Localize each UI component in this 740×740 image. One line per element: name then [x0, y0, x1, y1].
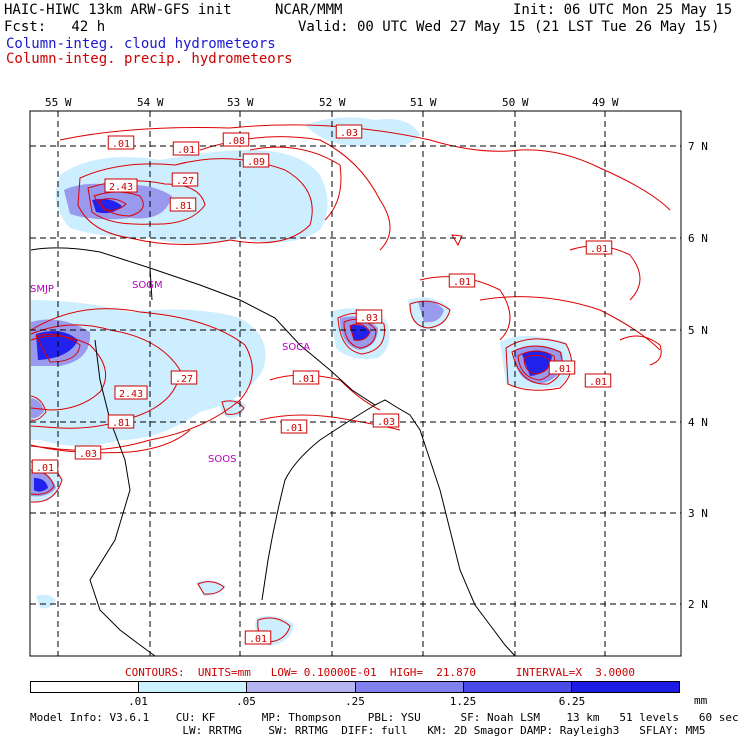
contour-label-box [172, 141, 200, 156]
lat-label: 5 N [688, 324, 708, 337]
contour-label-box [548, 360, 576, 375]
contour-label-box [114, 385, 148, 400]
model-info-line2: LW: RRTMG SW: RRTMG DIFF: full KM: 2D Sm… [30, 724, 706, 737]
lat-label: 4 N [688, 416, 708, 429]
contour-labels: .01 .01 .08.09 .27 2.43 .81 .03 .01 .01 .03 .01 2.4… [31, 124, 613, 645]
scale-label: .25 [345, 695, 365, 708]
contour-label-box [448, 273, 476, 288]
station-label: SOCA [282, 342, 310, 353]
contour-label: .03 [79, 449, 97, 460]
lon-label: 49 W [592, 96, 619, 109]
contour-label-box [280, 419, 308, 434]
lon-label: 52 W [319, 96, 346, 109]
model-info-line1: Model Info: V3.6.1 CU: KF MP: Thompson P… [30, 711, 739, 724]
scale-segment [571, 682, 680, 692]
forecast-hour: Fcst: 42 h [4, 19, 106, 35]
contour-label: .01 [177, 145, 195, 156]
org-label: NCAR/MMM [275, 2, 343, 18]
valid-time: Valid: 00 UTC Wed 27 May 15 (21 LST Tue … [298, 19, 720, 35]
lon-label: 54 W [137, 96, 164, 109]
contour-label: .01 [112, 139, 130, 150]
contour-label: .27 [176, 176, 194, 187]
contour-label-box [222, 132, 250, 147]
lat-label: 7 N [688, 140, 708, 153]
contour-label: .81 [112, 418, 130, 429]
scale-segment [355, 682, 464, 692]
contour-label: 2.43 [119, 389, 143, 400]
lon-label: 50 W [502, 96, 529, 109]
init-time: Init: 06 UTC Mon 25 May 15 [513, 2, 733, 18]
contour-label: .81 [174, 201, 192, 212]
scale-segment [31, 682, 140, 692]
lat-label: 6 N [688, 232, 708, 245]
contour-label: .08 [227, 136, 245, 147]
scale-label: .05 [236, 695, 256, 708]
contour-label-box [372, 413, 400, 428]
lon-label: 51 W [410, 96, 437, 109]
contour-label-box [107, 135, 135, 150]
contour-label: .01 [285, 423, 303, 434]
scale-segment [247, 682, 356, 692]
contour-label-box [355, 309, 383, 324]
color-scale-bar [30, 681, 680, 693]
lat-label: 2 N [688, 598, 708, 611]
lat-label: 3 N [688, 507, 708, 520]
contour-label-box [104, 178, 138, 193]
contour-label-box [170, 370, 198, 385]
scale-label: 6.25 [558, 695, 586, 708]
contour-label-box [74, 445, 102, 460]
scale-segment [463, 682, 572, 692]
contour-label-box [584, 373, 612, 388]
contour-label: .01 [590, 244, 608, 255]
station-label: SOOS [208, 454, 236, 465]
scale-label: .01 [128, 695, 148, 708]
contour-label: .27 [175, 374, 193, 385]
contour-label-box [335, 124, 363, 139]
contour-label-box [242, 153, 270, 168]
contour-label: .03 [360, 313, 378, 324]
scale-units: mm [694, 694, 708, 707]
field-precip-label: Column-integ. precip. hydrometeors [6, 51, 293, 67]
coastline [30, 247, 516, 657]
contour-label: 2.43 [109, 182, 133, 193]
contour-label: .03 [377, 417, 395, 428]
contour-label-box [244, 630, 272, 645]
contour-label: .01 [36, 463, 54, 474]
contour-label-box [169, 197, 197, 212]
contour-label-box [585, 240, 613, 255]
contour-label-box [31, 459, 59, 474]
contour-label: .01 [589, 377, 607, 388]
contour-label: .03 [340, 128, 358, 139]
scale-segment [139, 682, 248, 692]
station-label: SOGM [132, 280, 163, 291]
contour-label-box [107, 414, 135, 429]
contour-label: .09 [247, 157, 265, 168]
station-label: SMJP [30, 284, 54, 295]
contour-label: .01 [553, 364, 571, 375]
field-cloud-label: Column-integ. cloud hydrometeors [6, 36, 276, 52]
contours-info: CONTOURS: UNITS=mm LOW= 0.10000E-01 HIGH… [125, 666, 635, 679]
contour-label: .01 [297, 374, 315, 385]
contour-label-box [171, 172, 199, 187]
scale-label: 1.25 [449, 695, 477, 708]
model-title: HAIC-HIWC 13km ARW-GFS init [4, 2, 232, 18]
contour-label-box [292, 370, 320, 385]
lon-label: 55 W [45, 96, 72, 109]
contour-label: .01 [453, 277, 471, 288]
contour-label: .01 [249, 634, 267, 645]
lon-label: 53 W [227, 96, 254, 109]
